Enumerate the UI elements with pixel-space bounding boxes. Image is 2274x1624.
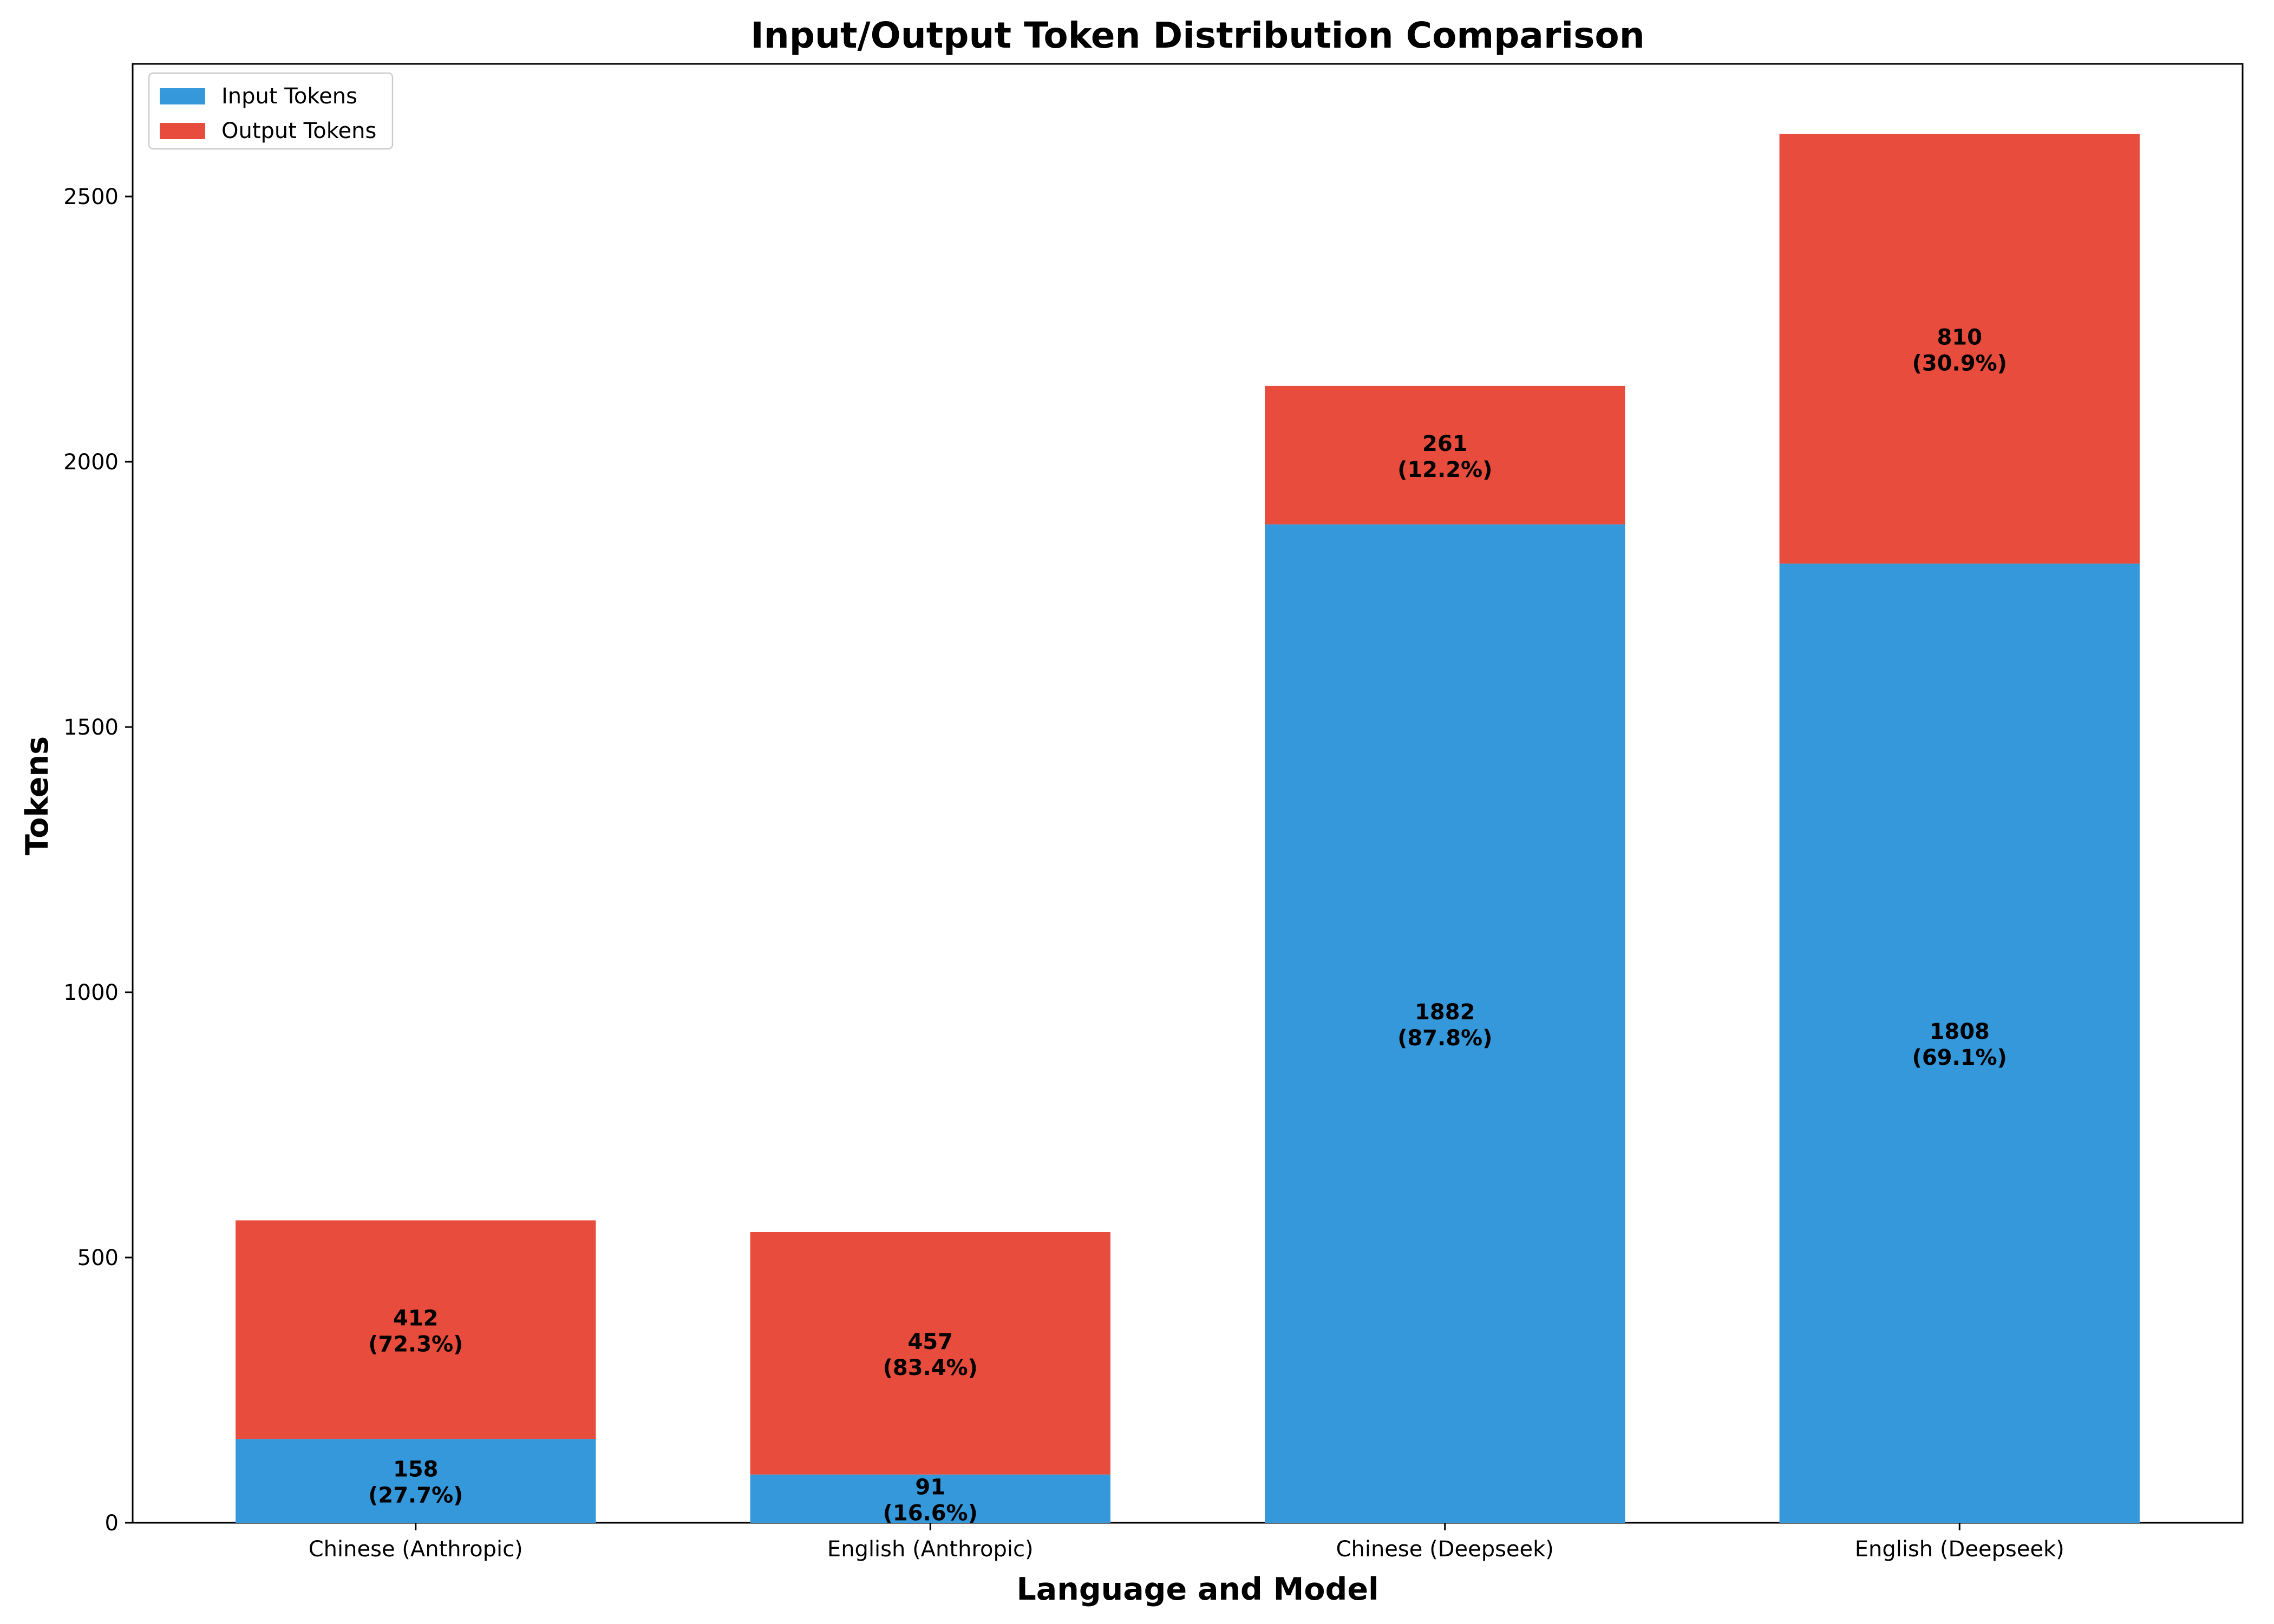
legend-label-input-tokens: Input Tokens [221, 84, 357, 109]
bar-output-tokens [1265, 385, 1625, 525]
bar-input-tokens [1779, 564, 2140, 1523]
bar-input-tokens [750, 1474, 1110, 1523]
legend-swatch-input-tokens [160, 88, 205, 104]
bar-input-tokens [236, 1439, 596, 1523]
data-label-percent: (30.9%) [1912, 351, 2007, 376]
data-label-value: 261 [1422, 431, 1468, 456]
data-label-value: 91 [915, 1475, 945, 1499]
bar-output-tokens [236, 1220, 596, 1439]
data-label-value: 1808 [1930, 1019, 1990, 1044]
data-label-value: 457 [908, 1330, 953, 1354]
data-label-percent: (69.1%) [1912, 1045, 2007, 1070]
x-axis-label: Language and Model [1016, 1571, 1378, 1607]
legend: Input Tokens Output Tokens [148, 72, 394, 150]
data-label-percent: (72.3%) [368, 1332, 463, 1357]
x-tick-label: Chinese (Deepseek) [1336, 1537, 1554, 1562]
plot-area: 0 500 1000 1500 2000 2500 158(27.7%) 412(72.3%)… [63, 63, 2244, 1562]
data-label-percent: (12.2%) [1397, 457, 1492, 482]
data-label-percent: (87.8%) [1397, 1026, 1492, 1051]
data-label-value: 1882 [1415, 1000, 1475, 1025]
chart-title: Input/Output Token Distribution Comparis… [750, 15, 1645, 56]
data-label-percent: (83.4%) [883, 1355, 978, 1380]
data-label-percent: (27.7%) [368, 1483, 463, 1508]
x-tick-label: Chinese (Anthropic) [309, 1537, 523, 1562]
y-axis-label: Tokens [19, 736, 55, 855]
data-label-value: 412 [393, 1306, 439, 1331]
y-tick-label: 2500 [63, 185, 119, 209]
legend-swatch-output-tokens [160, 123, 205, 139]
y-tick-label: 0 [105, 1511, 119, 1536]
legend-box [148, 72, 394, 150]
data-label-percent: (16.6%) [883, 1501, 978, 1525]
data-label-value: 158 [393, 1457, 439, 1482]
plot-frame [132, 63, 2244, 1524]
y-tick-label: 500 [77, 1246, 119, 1271]
y-tick-label: 1000 [63, 980, 119, 1005]
x-tick-label: English (Deepseek) [1855, 1537, 2064, 1562]
bar-output-tokens [750, 1232, 1110, 1475]
y-tick-label: 2000 [63, 450, 119, 475]
y-tick-label: 1500 [63, 715, 119, 740]
data-label-value: 810 [1937, 325, 1982, 350]
bar-output-tokens [1779, 134, 2140, 564]
legend-label-output-tokens: Output Tokens [221, 119, 376, 143]
x-tick-label: English (Anthropic) [827, 1537, 1034, 1562]
bar-input-tokens [1265, 524, 1625, 1523]
